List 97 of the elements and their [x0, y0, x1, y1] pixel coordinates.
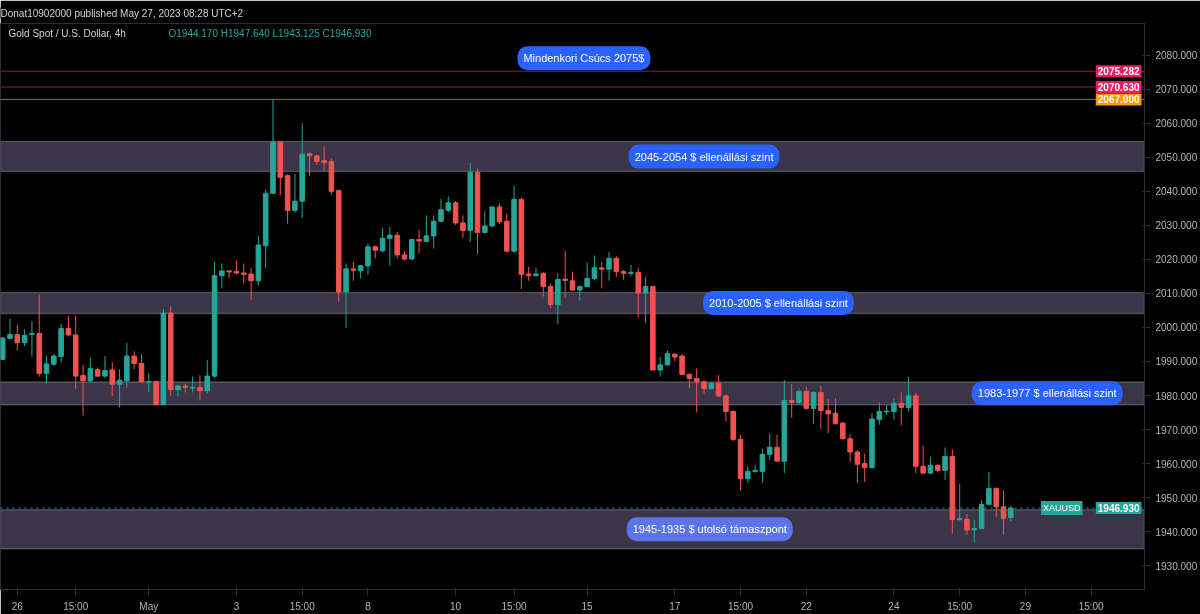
- y-tick-label: 2070.000: [1155, 84, 1198, 96]
- candlestick: [606, 251, 612, 282]
- candlestick: [569, 271, 576, 292]
- x-tick-label: 15:00: [289, 600, 316, 612]
- x-tick-label: 15:00: [728, 600, 754, 612]
- y-tick-label: 1970.000: [1155, 424, 1198, 436]
- candlestick: [306, 151, 313, 177]
- chart-title: Gold Spot / U.S. Dollar, 4h: [8, 28, 126, 39]
- y-tick-label: 2080.000: [1155, 50, 1198, 62]
- y-tick-label: 1950.000: [1155, 492, 1198, 504]
- candlestick: [423, 214, 430, 243]
- x-tick-label: 10: [450, 600, 462, 612]
- x-tick-label: May: [139, 600, 159, 612]
- x-tick-label: 8: [365, 600, 372, 612]
- candlestick: [562, 250, 568, 299]
- candlestick: [905, 376, 912, 412]
- candlestick: [657, 356, 663, 378]
- x-tick-label: 22: [800, 600, 813, 612]
- candlestick: [759, 448, 766, 484]
- candlestick: [628, 264, 634, 277]
- candlestick: [591, 255, 598, 281]
- x-tick-label: 15:00: [947, 600, 973, 612]
- candlestick: [138, 353, 145, 384]
- candlestick: [116, 368, 123, 408]
- y-tick-label: 1990.000: [1155, 356, 1198, 368]
- candlestick: [387, 226, 393, 267]
- candlestick: [43, 355, 50, 385]
- y-tick-label: 2010.000: [1155, 288, 1198, 300]
- band-label: 2010-2005 $ ellenállási szint: [709, 296, 848, 309]
- candlestick: [642, 276, 649, 324]
- y-tick-label: 1960.000: [1155, 458, 1198, 470]
- annotation: Mindenkori Csúcs 2075$: [523, 52, 645, 65]
- x-tick-label: 15: [581, 600, 594, 612]
- y-tick-label: 2050.000: [1155, 152, 1198, 164]
- candlestick: [343, 262, 349, 329]
- candlestick: [810, 390, 817, 425]
- candlestick: [350, 261, 357, 282]
- candlestick: [942, 447, 948, 481]
- candlestick: [547, 282, 554, 309]
- ref-line-label: 2067.000: [1097, 94, 1140, 106]
- band-label: 1983-1977 $ ellenállási szint: [977, 387, 1117, 400]
- candlestick: [540, 271, 547, 297]
- band-label: 2045-2054 $ ellenállási szint: [634, 150, 774, 163]
- x-tick-label: 29: [1019, 600, 1032, 612]
- candlestick: [219, 262, 225, 289]
- band-label: 1945-1935 $ utolsó támaszpont: [632, 523, 787, 536]
- ref-line-label: 2075.282: [1097, 66, 1140, 78]
- candlestick: [613, 255, 620, 278]
- candlestick: [854, 449, 861, 484]
- candlestick: [993, 486, 999, 518]
- candlestick: [861, 453, 868, 483]
- candlestick: [14, 324, 21, 352]
- x-tick-label: 15:00: [1078, 600, 1105, 612]
- y-tick-label: 1930.000: [1155, 560, 1198, 572]
- candlestick: [146, 372, 152, 393]
- annotation: O1944.170 H1947.640 L1943.125 C1946.930: [168, 28, 372, 39]
- x-tick-label: 15:00: [63, 600, 89, 612]
- candlestick: [416, 228, 422, 255]
- candlestick: [379, 227, 386, 254]
- x-tick-label: 26: [11, 600, 24, 612]
- x-tick-label: 17: [669, 600, 681, 612]
- candlestick: [204, 359, 210, 394]
- candlestick: [971, 519, 978, 544]
- candlestick: [175, 384, 181, 398]
- candlestick: [774, 434, 780, 463]
- y-tick-label: 2040.000: [1155, 186, 1198, 198]
- candlestick: [635, 267, 642, 319]
- candlestick: [898, 391, 904, 426]
- ref-line-label: 2070.630: [1097, 82, 1140, 94]
- y-tick-label: 2060.000: [1155, 118, 1198, 130]
- y-tick-label: 2000.000: [1155, 322, 1198, 334]
- candlestick: [788, 383, 795, 419]
- candlestick: [803, 386, 810, 411]
- candlestick: [109, 361, 116, 397]
- candlestick: [496, 202, 503, 225]
- x-tick-label: 3: [233, 600, 240, 612]
- candlestick: [131, 350, 137, 370]
- candlestick: [365, 243, 371, 276]
- y-tick-label: 1980.000: [1155, 390, 1198, 402]
- candlestick: [533, 267, 539, 277]
- annotation: XAUUSD: [1042, 503, 1081, 514]
- candlestick: [766, 432, 773, 461]
- candlestick: [964, 513, 970, 536]
- y-tick-label: 2020.000: [1155, 254, 1198, 266]
- candlestick: [292, 173, 298, 213]
- candlestick: [29, 320, 35, 358]
- x-tick-label: 15:00: [501, 600, 528, 612]
- candlestick: [102, 355, 108, 379]
- candlestick: [394, 231, 400, 259]
- y-tick-label: 1940.000: [1155, 526, 1198, 538]
- candlestick: [197, 374, 203, 402]
- y-tick-label: 2030.000: [1155, 220, 1198, 232]
- x-tick-label: 24: [888, 600, 900, 612]
- candlestick: [87, 357, 94, 383]
- ref-line-label: 1946.930: [1097, 503, 1140, 515]
- candlestick: [598, 261, 605, 289]
- chart-subtitle: Donat10902000 published May 27, 2023 08:28 UTC+2: [0, 7, 244, 19]
